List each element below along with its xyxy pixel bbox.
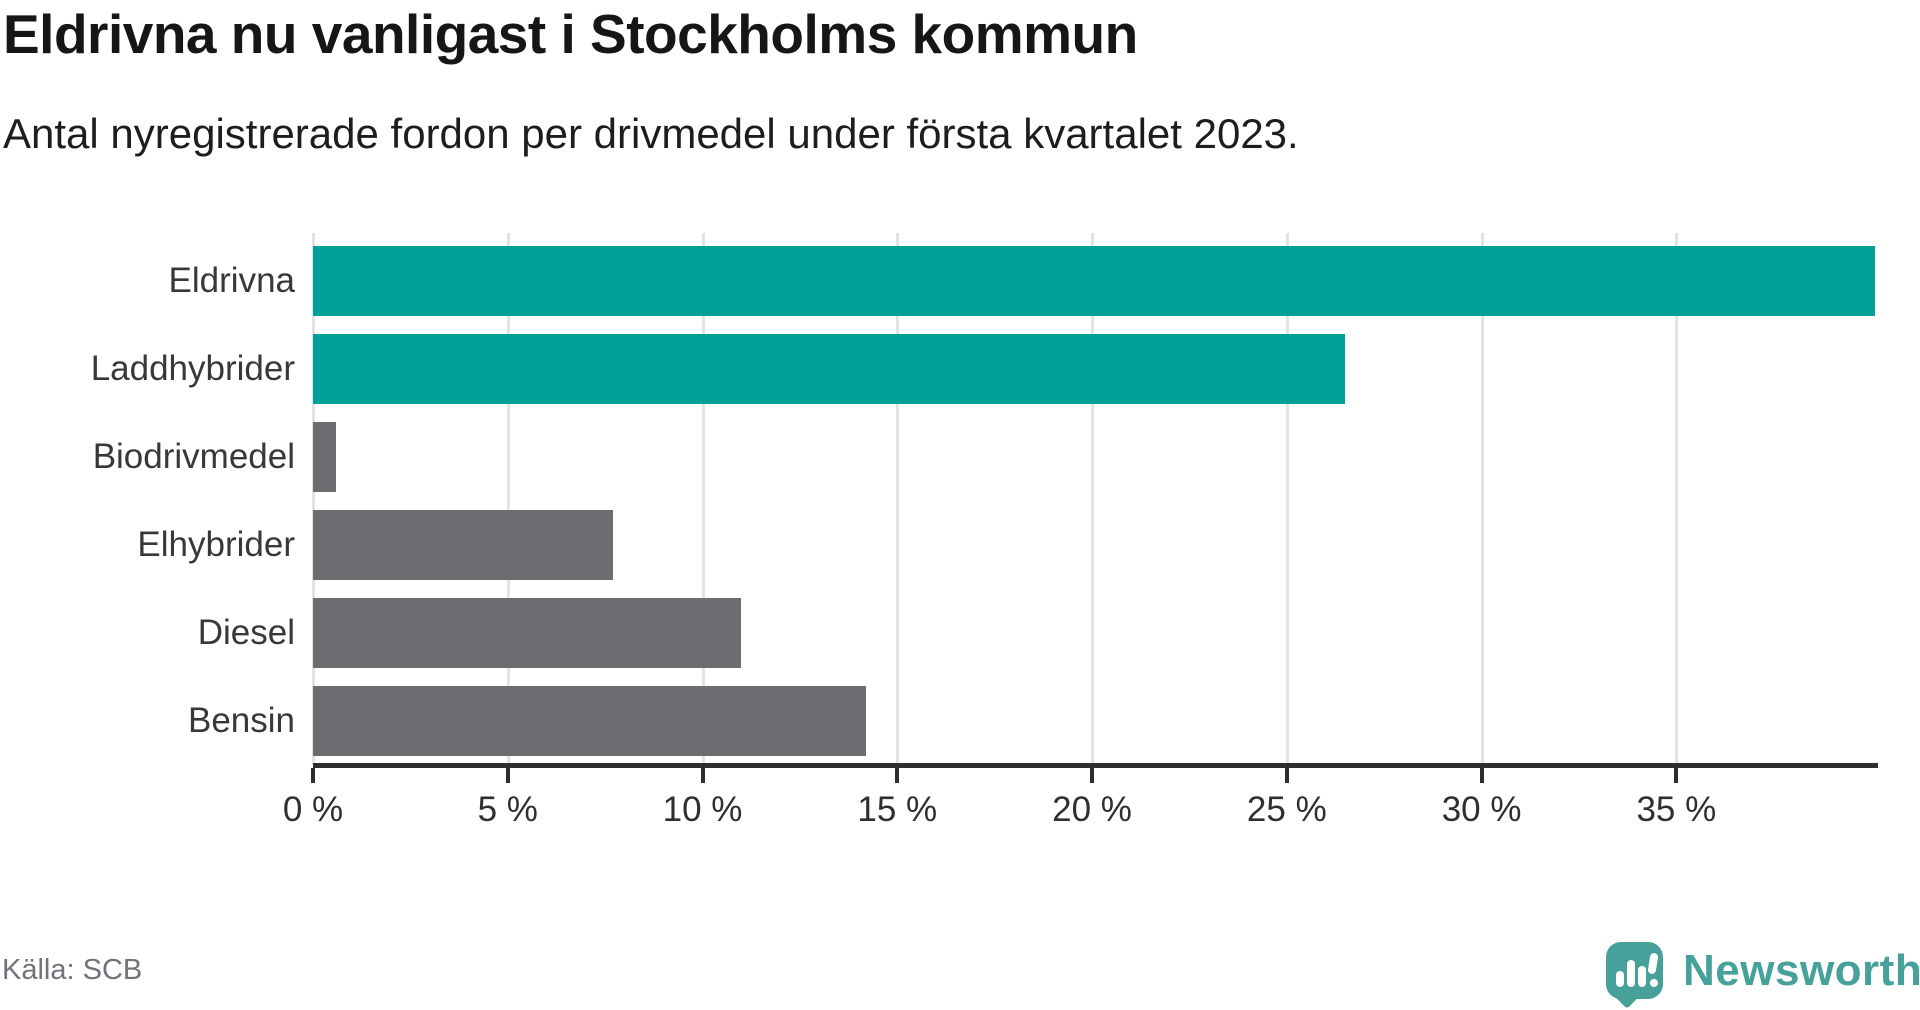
x-axis-tick-label-35: 35 % xyxy=(1636,790,1717,829)
category-label-bensin: Bensin xyxy=(187,701,295,740)
x-axis-tick-label-15: 15 % xyxy=(857,790,938,829)
logo-bar-icon xyxy=(1616,971,1624,987)
bar-bensin xyxy=(313,686,866,756)
category-label-diesel: Diesel xyxy=(197,613,295,652)
bar-biodrivmedel xyxy=(313,422,336,492)
category-label-elhybrider: Elhybrider xyxy=(137,525,295,564)
x-axis-tick-label-25: 25 % xyxy=(1246,790,1327,829)
category-label-laddhybrider: Laddhybrider xyxy=(90,349,295,388)
category-label-eldrivna: Eldrivna xyxy=(168,261,295,300)
x-axis-tick-25 xyxy=(1284,768,1289,783)
bar-eldrivna xyxy=(313,246,1875,316)
gridline-10 xyxy=(701,233,705,765)
logo-bar-icon xyxy=(1638,966,1646,987)
x-axis-tick-label-5: 5 % xyxy=(477,790,538,829)
x-axis-tick-10 xyxy=(700,768,705,783)
category-label-biodrivmedel: Biodrivmedel xyxy=(92,437,295,476)
page-title: Eldrivna nu vanligast i Stockholms kommu… xyxy=(3,3,1138,65)
gridline-15 xyxy=(896,233,900,765)
newsworthy-wordmark: Newsworthy xyxy=(1683,945,1920,995)
gridline-25 xyxy=(1285,233,1289,765)
newsworthy-logo-icon xyxy=(1606,942,1663,1009)
gridline-35 xyxy=(1675,233,1679,765)
x-axis-tick-35 xyxy=(1674,768,1679,783)
newsworthy-logo: Newsworthy xyxy=(1606,942,1920,1009)
x-axis-tick-label-20: 20 % xyxy=(1052,790,1132,829)
bar-elhybrider xyxy=(313,510,613,580)
logo-exclamation-icon xyxy=(1647,952,1659,975)
logo-exclamation-dot-icon xyxy=(1650,979,1658,987)
x-axis-tick-30 xyxy=(1479,768,1484,783)
logo-bar-icon xyxy=(1627,960,1635,987)
page-subtitle: Antal nyregistrerade fordon per drivmede… xyxy=(3,110,1299,157)
gridline-30 xyxy=(1480,233,1484,765)
bar-laddhybrider xyxy=(313,334,1345,404)
source-note: Källa: SCB xyxy=(2,954,143,986)
x-axis-tick-label-10: 10 % xyxy=(662,790,743,829)
gridline-5 xyxy=(506,233,510,765)
x-axis-tick-label-30: 30 % xyxy=(1441,790,1522,829)
x-axis-tick-20 xyxy=(1090,768,1095,783)
x-axis-tick-label-0: 0 % xyxy=(282,790,344,829)
x-axis-tick-5 xyxy=(505,768,510,783)
x-axis-line xyxy=(313,763,1878,768)
gridline-20 xyxy=(1091,233,1095,765)
x-axis-tick-15 xyxy=(895,768,900,783)
bar-diesel xyxy=(313,598,741,668)
gridline-0 xyxy=(312,233,315,765)
x-axis-tick-0 xyxy=(311,768,315,783)
